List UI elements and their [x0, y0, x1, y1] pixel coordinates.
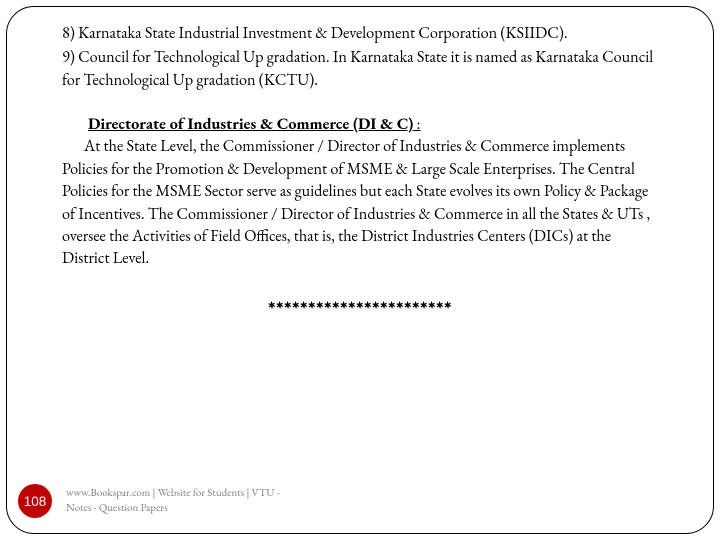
section-heading-colon: :: [413, 113, 420, 134]
section-heading: Directorate of Industries & Commerce (DI…: [62, 113, 658, 135]
list-item-8: 8) Karnataka State Industrial Investment…: [62, 22, 658, 44]
footer-line-2: Notes - Question Papers: [66, 501, 168, 515]
section-heading-text: Directorate of Industries & Commerce (DI…: [88, 113, 413, 134]
page-number-badge: 108: [18, 484, 52, 518]
list-item-9: 9) Council for Technological Up gradatio…: [62, 46, 658, 91]
footer-line-1: www.Bookspar.com | Website for Students …: [66, 486, 280, 500]
section-body: At the State Level, the Commissioner / D…: [62, 135, 658, 269]
separator-stars: ***********************: [62, 296, 658, 325]
footer-attribution: www.Bookspar.com | Website for Students …: [66, 486, 280, 516]
slide-footer: 108 www.Bookspar.com | Website for Stude…: [18, 484, 280, 518]
slide-content: 8) Karnataka State Industrial Investment…: [62, 22, 658, 325]
